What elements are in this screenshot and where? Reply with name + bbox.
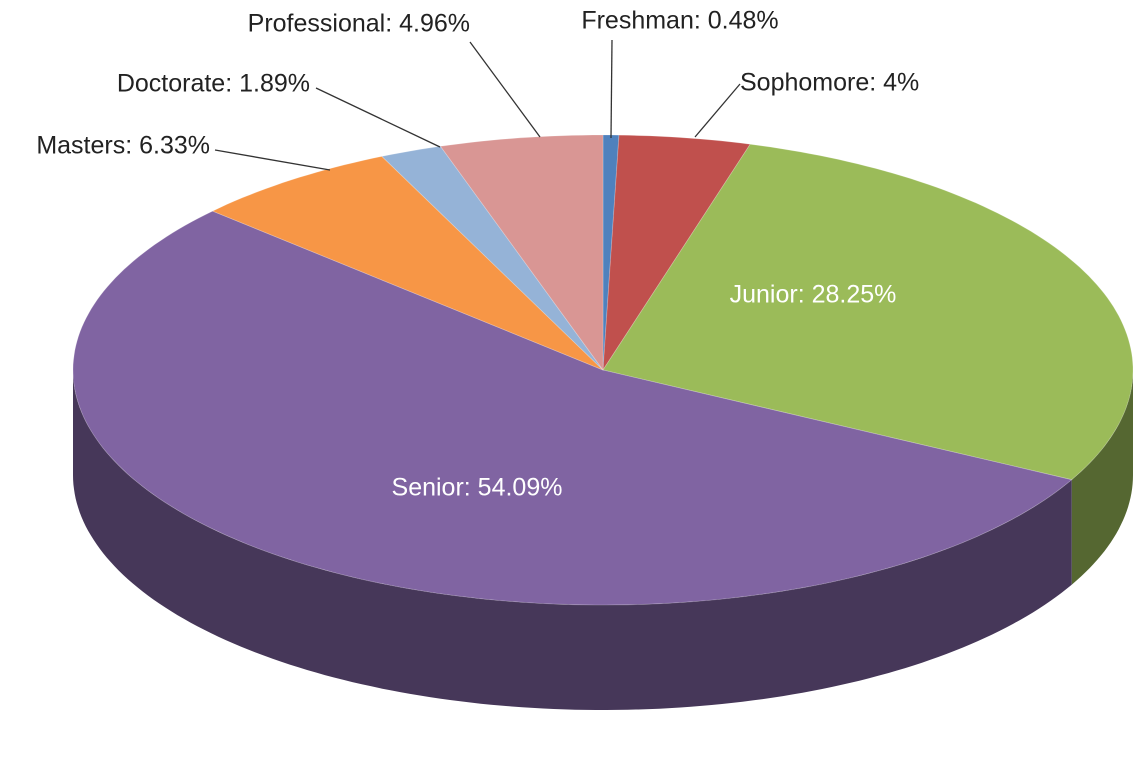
pie-slice [381,145,604,371]
pie-slice [439,134,604,372]
pie-slice [602,134,751,372]
pie-side [1071,370,1133,585]
pie-side [73,370,1072,710]
data-label: Senior: 54.09% [392,474,563,502]
pie-slice [72,210,1073,606]
leader-line [469,41,541,138]
pie-slice [602,143,1133,481]
data-label: Sophomore: 4% [740,69,919,97]
data-label: Doctorate: 1.89% [117,70,310,98]
pie-slice [211,155,604,371]
data-label: Junior: 28.25% [730,281,897,309]
data-label: Masters: 6.33% [36,132,210,160]
leader-line [214,149,331,171]
leader-line [315,87,441,148]
data-label: Professional: 4.96% [248,10,470,38]
data-label: Freshman: 0.48% [581,7,778,35]
leader-line [610,39,613,139]
leader-line [694,83,741,138]
